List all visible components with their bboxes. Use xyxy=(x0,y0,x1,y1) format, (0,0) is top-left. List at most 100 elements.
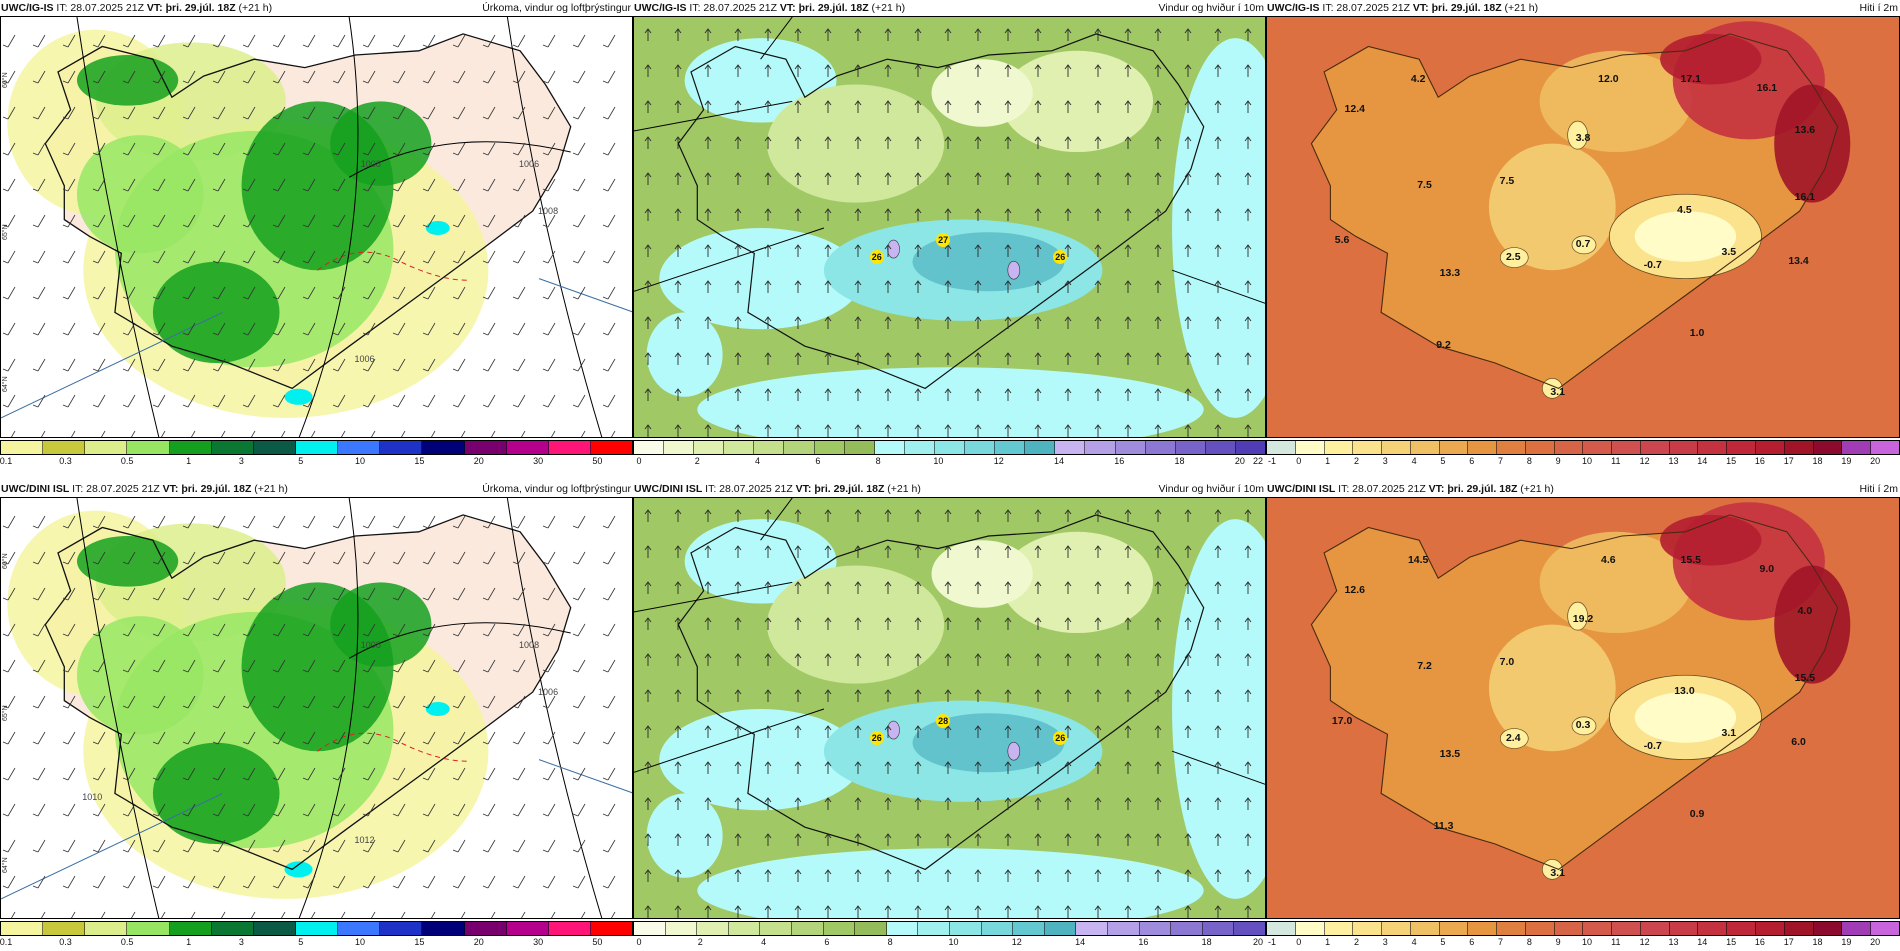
colorbar-tick-label: 10 xyxy=(933,456,944,466)
temp-value-label: 3.1 xyxy=(1550,866,1565,879)
colorbar-swatch xyxy=(1439,441,1469,454)
panel-title: UWC/IG-IS IT: 28.07.2025 21Z VT: þri. 29… xyxy=(633,0,1266,16)
colorbar-ticks: 0 2 4 6 8 10 12 14 16 18 20 xyxy=(633,937,1266,949)
isobar-label: 1008 xyxy=(360,159,381,170)
colorbar-tick-label: 0.1 xyxy=(0,456,13,466)
temp-value-label: 6.0 xyxy=(1791,735,1806,748)
colorbar-swatch xyxy=(1076,922,1108,935)
temp-value-label: 3.5 xyxy=(1721,246,1737,259)
temp-value-label: 15.5 xyxy=(1794,672,1816,685)
colorbar-swatch xyxy=(548,922,591,935)
colorbar-swatch xyxy=(1784,441,1814,454)
map-area[interactable] xyxy=(633,497,1266,919)
colorbar-tick-label: 7 xyxy=(1498,456,1504,466)
colorbar-swatch xyxy=(380,922,423,935)
colorbar-swatch xyxy=(981,922,1014,935)
isobar-label: 1006 xyxy=(538,686,559,697)
temp-value-label: 16.1 xyxy=(1794,191,1816,204)
colorbar-swatch xyxy=(1267,922,1296,935)
map-area[interactable] xyxy=(1266,497,1900,919)
colorbar-ticks: -1 0 1 2 3 4 5 6 7 8 9 10 11 12 13 14 15 16 17 18 19 20 xyxy=(1266,456,1900,468)
colorbar-swatch xyxy=(1382,922,1411,935)
temp-value-label: 4.6 xyxy=(1601,554,1616,567)
temp-value-label: 5.6 xyxy=(1334,233,1350,246)
gust-max-label: 26 xyxy=(1053,730,1068,745)
colorbar-ticks: 0.1 0.3 0.5 1 3 5 10 15 20 30 50 xyxy=(0,456,633,468)
wind-arrows xyxy=(644,509,1252,918)
colorbar-swatch xyxy=(1640,922,1670,935)
map-panel-precip: UWC/IG-IS IT: 28.07.2025 21Z VT: þri. 29… xyxy=(0,0,633,470)
colorbar-tick-label: 17 xyxy=(1783,937,1794,947)
colorbar-swatch xyxy=(127,922,170,935)
gust-max-label: 27 xyxy=(936,232,951,247)
temp-value-label: 13.0 xyxy=(1674,685,1695,698)
colorbar-swatch xyxy=(1525,441,1555,454)
latitude-label: 65°N xyxy=(2,705,9,722)
colorbar-ticks: 0.1 0.3 0.5 1 3 5 10 15 20 30 50 xyxy=(0,937,633,949)
colorbar-swatch xyxy=(43,922,86,935)
colorbar-swatch xyxy=(1410,441,1440,454)
colorbar-tick-label: 8 xyxy=(887,937,893,947)
isobar-label: 1012 xyxy=(354,834,375,845)
colorbar-swatch xyxy=(548,441,591,454)
colorbar-swatch xyxy=(1468,441,1498,454)
colorbar-tick-label: 3 xyxy=(238,456,244,466)
map-area[interactable] xyxy=(0,497,633,919)
temp-value-label: -0.7 xyxy=(1643,258,1662,271)
colorbar-swatch xyxy=(823,922,856,935)
wind-arrows xyxy=(2,515,616,918)
colorbar-swatch xyxy=(634,441,665,454)
colorbar-swatch xyxy=(665,922,698,935)
temp-value-label: 3.1 xyxy=(1721,727,1737,740)
temp-value-label: 4.2 xyxy=(1410,73,1426,86)
colorbar-tick-label: 10 xyxy=(1581,937,1593,947)
colorbar-tick-label: 10 xyxy=(355,456,366,466)
temp-value-label: 7.5 xyxy=(1499,174,1515,187)
colorbar-tick-label: 2 xyxy=(1353,937,1359,947)
colorbar-tick-label: 15 xyxy=(414,456,425,466)
model-name: UWC/DINI ISL xyxy=(634,483,703,495)
map-area[interactable] xyxy=(0,16,633,438)
colorbar-swatch xyxy=(1202,922,1235,935)
colorbar-tick-label: 20 xyxy=(1870,456,1881,466)
colorbar-swatch xyxy=(127,441,170,454)
colorbar-tick-label: 20 xyxy=(1870,937,1881,947)
colorbar-swatch xyxy=(995,441,1026,454)
colorbar-tick-label: 2 xyxy=(694,456,700,466)
colorbar-tick-label: 12 xyxy=(993,456,1004,466)
colorbar-swatch xyxy=(1525,922,1555,935)
panel-title: UWC/DINI ISL IT: 28.07.2025 21Z VT: þri.… xyxy=(1266,481,1900,497)
map-canvas xyxy=(1267,498,1899,918)
colorbar-ticks: 0 2 4 6 8 10 12 14 16 18 20 22 xyxy=(633,456,1266,468)
temp-value-label: 9.2 xyxy=(1436,339,1451,352)
map-area[interactable] xyxy=(1266,16,1900,438)
colorbar-tick-label: -1 xyxy=(1267,937,1277,947)
colorbar-tick-label: 8 xyxy=(1526,456,1532,466)
lead-time: (+21 h) xyxy=(1504,2,1539,14)
colorbar-swatch xyxy=(1295,922,1325,935)
temp-value-label: 0.9 xyxy=(1689,807,1705,820)
colorbar-swatch xyxy=(855,922,887,935)
temp-value-label: 14.5 xyxy=(1407,554,1429,567)
latitude-label: 66°N xyxy=(2,72,9,89)
colorbar-swatch xyxy=(590,922,632,935)
colorbar-swatch xyxy=(1497,922,1526,935)
colorbar-swatch xyxy=(1139,922,1172,935)
map-area[interactable] xyxy=(633,16,1266,438)
colorbar-tick-label: 9 xyxy=(1555,456,1561,466)
colorbar-tick-label: 0.3 xyxy=(59,456,72,466)
latitude-label: 65°N xyxy=(2,224,9,241)
colorbar-swatch xyxy=(85,922,128,935)
lead-time: (+21 h) xyxy=(254,483,288,495)
latitude-label: 64°N xyxy=(2,376,9,393)
colorbar-swatch xyxy=(1025,441,1056,454)
field-name: Hiti í 2m xyxy=(1859,483,1898,495)
colorbar-tick-label: 8 xyxy=(875,456,881,466)
colorbar-tick-label: 8 xyxy=(1526,937,1532,947)
colorbar-swatch xyxy=(1813,922,1843,935)
colorbar-swatch xyxy=(1013,922,1045,935)
colorbar-swatch xyxy=(506,922,549,935)
colorbar-swatch xyxy=(1554,441,1584,454)
gust-max-label: 26 xyxy=(1053,249,1068,264)
panel-title: UWC/DINI ISL IT: 28.07.2025 21Z VT: þri.… xyxy=(0,481,633,497)
